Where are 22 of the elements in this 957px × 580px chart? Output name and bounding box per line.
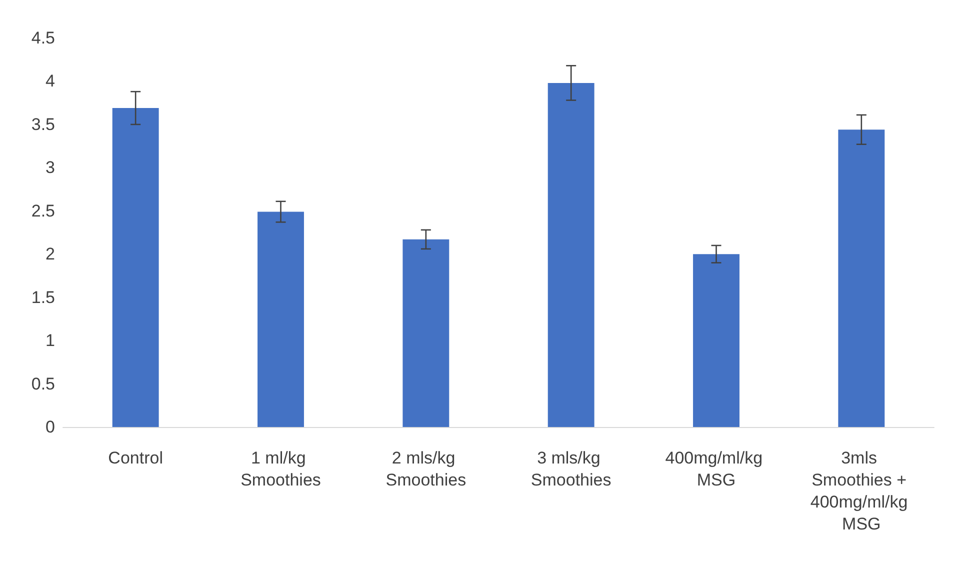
- x-tick-label: 2 mls/kg Smoothies: [386, 448, 466, 490]
- bar: [693, 254, 740, 427]
- y-tick-label: 3.5: [31, 114, 55, 134]
- x-tick-label: 400mg/ml/kg MSG: [665, 448, 768, 490]
- x-tick-label: 1 ml/kg Smoothies: [240, 448, 321, 490]
- y-tick-label: 2.5: [31, 201, 55, 220]
- bar: [112, 108, 159, 427]
- x-tick-label: Control: [108, 448, 163, 468]
- bar: [838, 130, 885, 427]
- y-tick-label: 1.5: [31, 288, 55, 307]
- y-tick-label: 4.5: [31, 28, 55, 48]
- y-tick-label: 0: [46, 418, 55, 436]
- bar: [402, 239, 450, 427]
- bar: [548, 82, 594, 427]
- bar: [258, 212, 304, 427]
- y-tick-label: 1: [46, 331, 55, 350]
- y-tick-label: 3: [46, 158, 55, 178]
- x-tick-label: 3 mls/kg Smoothies: [530, 448, 612, 490]
- x-tick-label: 3mls Smoothies + 400mg/ml/kg MSG: [810, 448, 912, 534]
- y-tick-label: 2: [46, 244, 55, 264]
- y-tick-label: 0.5: [31, 374, 55, 394]
- y-tick-label: 4: [46, 72, 55, 91]
